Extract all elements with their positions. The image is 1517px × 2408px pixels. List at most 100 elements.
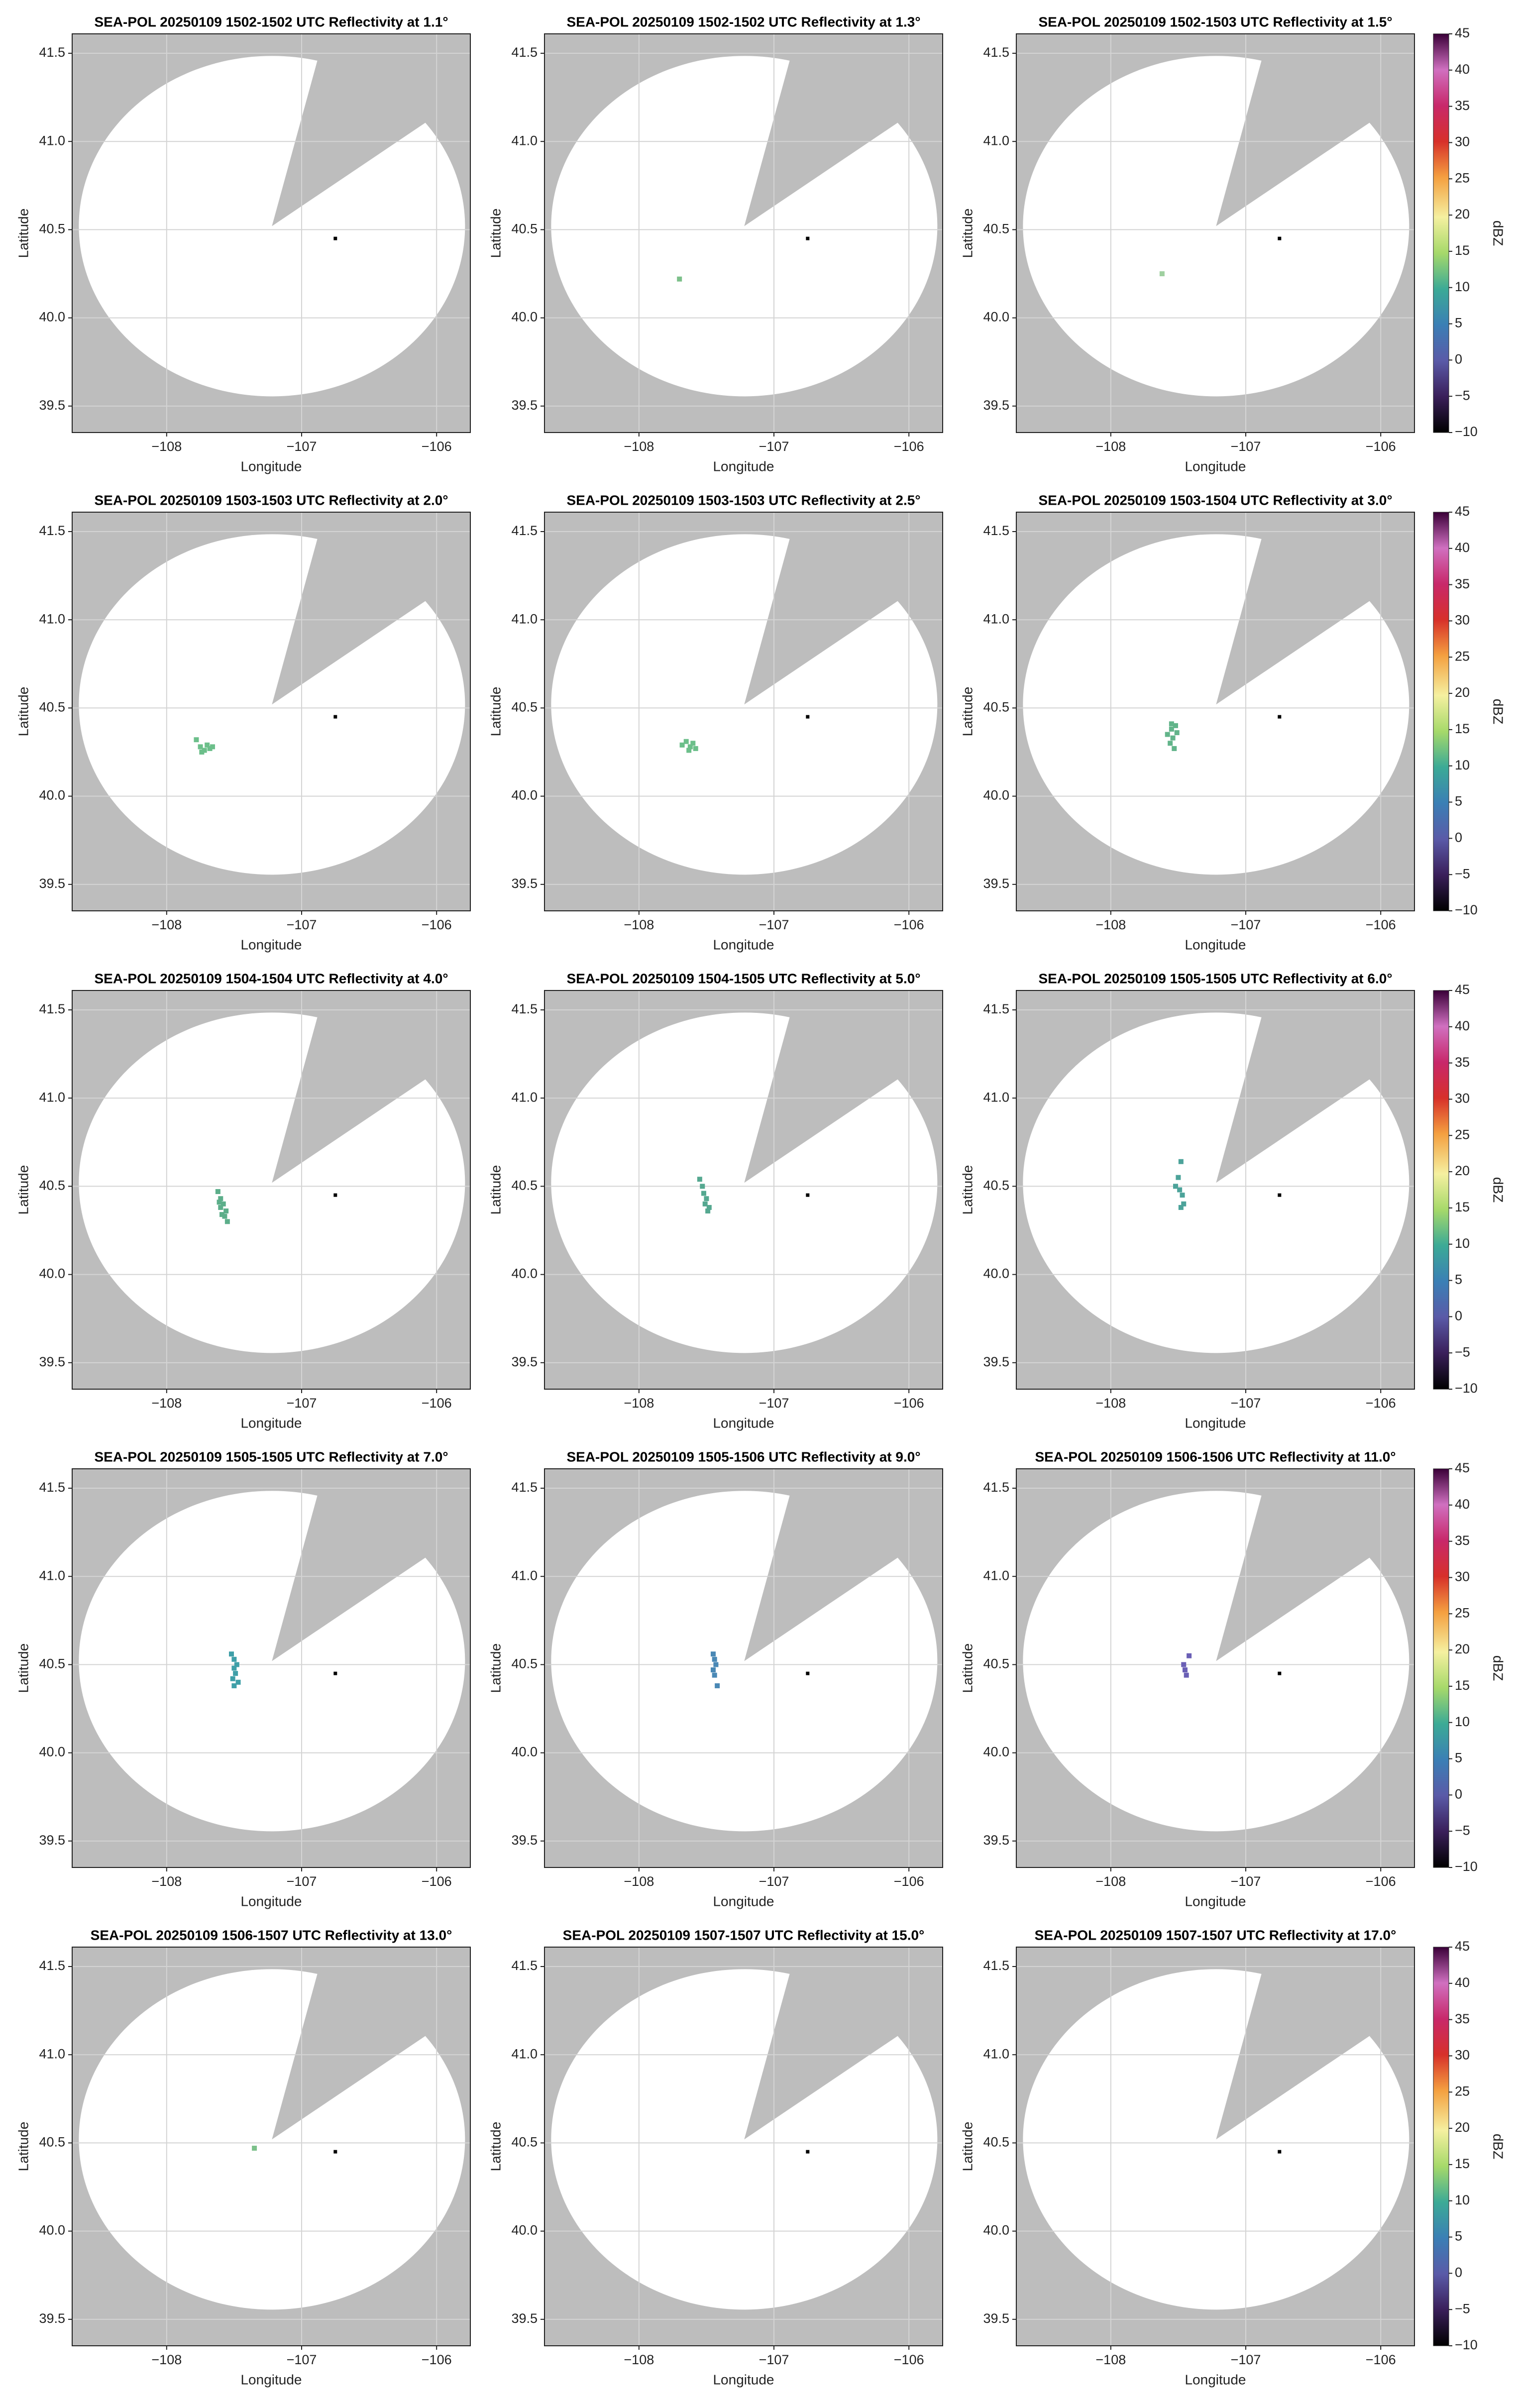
- x-tick-label: −107: [759, 917, 789, 932]
- colorbar-tick-label: 10: [1455, 1236, 1470, 1251]
- x-tick-label: −106: [1366, 1874, 1396, 1889]
- x-tick-label: −107: [287, 1874, 317, 1889]
- y-tick-label: 40.5: [511, 2135, 538, 2150]
- point: [715, 1683, 720, 1688]
- y-tick-label: 40.5: [39, 700, 65, 715]
- x-tick-label: −107: [759, 2352, 789, 2367]
- y-tick-label: 40.0: [39, 1266, 65, 1281]
- y-tick-label: 40.0: [511, 2223, 538, 2238]
- colorbar-tick-label: 10: [1455, 758, 1470, 772]
- chart-title: SEA-POL 20250109 1505-1506 UTC Reflectiv…: [566, 1449, 920, 1464]
- point: [218, 1196, 223, 1202]
- y-axis-label: Latitude: [15, 209, 31, 258]
- x-tick-label: −108: [1095, 1396, 1126, 1411]
- point: [704, 1196, 709, 1202]
- y-tick-label: 39.5: [511, 876, 538, 891]
- point: [235, 1679, 241, 1685]
- colorbar-tick-label: 45: [1455, 1939, 1470, 1954]
- point: [1278, 1671, 1282, 1675]
- y-tick-label: 41.5: [39, 1001, 65, 1016]
- y-axis-label: Latitude: [15, 1165, 31, 1215]
- x-tick-label: −106: [1366, 2352, 1396, 2367]
- point: [198, 744, 203, 750]
- x-tick-label: −106: [1366, 1396, 1396, 1411]
- y-axis-label: Latitude: [960, 687, 975, 737]
- x-axis-label: Longitude: [713, 1893, 774, 1909]
- panel: −108 −107 −106 39.5 40.0 40.5 41.0 41.5 SEA-POL …: [960, 14, 1506, 474]
- x-tick-label: −107: [759, 1396, 789, 1411]
- point: [220, 1201, 226, 1206]
- y-tick-label: 41.0: [511, 133, 538, 148]
- colorbar-tick-label: 20: [1455, 2120, 1470, 2135]
- point: [712, 1656, 717, 1662]
- colorbar-tick-label: −5: [1455, 388, 1470, 403]
- axes-frame: [1016, 1468, 1415, 1868]
- colorbar-tick-label: 0: [1455, 351, 1462, 366]
- y-tick-label: 41.5: [39, 1480, 65, 1495]
- y-tick-label: 40.0: [511, 310, 538, 325]
- point: [1170, 735, 1176, 741]
- point: [207, 746, 213, 751]
- x-tick-label: −108: [624, 1396, 654, 1411]
- point: [706, 1204, 712, 1210]
- point: [1182, 1667, 1188, 1673]
- y-tick-label: 41.5: [983, 523, 1009, 538]
- point: [693, 746, 698, 751]
- x-tick-label: −106: [894, 439, 924, 454]
- x-tick-label: −108: [151, 2352, 182, 2367]
- axes-frame: [1016, 33, 1415, 433]
- point: [1278, 2150, 1282, 2154]
- x-tick-label: −107: [287, 1396, 317, 1411]
- y-tick-label: 40.0: [983, 788, 1009, 803]
- x-tick-label: −108: [1095, 917, 1126, 932]
- colorbar-tick-label: 30: [1455, 613, 1470, 628]
- y-tick-label: 40.0: [511, 788, 538, 803]
- colorbar-tick-label: 35: [1455, 2011, 1470, 2026]
- colorbar-tick-label: 10: [1455, 279, 1470, 294]
- point: [210, 744, 216, 750]
- x-axis-label: Longitude: [240, 458, 302, 474]
- colorbar-tick-label: 5: [1455, 1272, 1462, 1287]
- x-tick-label: −108: [151, 1396, 182, 1411]
- x-tick-label: −107: [1231, 917, 1261, 932]
- y-tick-label: 41.5: [983, 1958, 1009, 1973]
- y-tick-label: 40.0: [983, 1266, 1009, 1281]
- chart-title: SEA-POL 20250109 1505-1505 UTC Reflectiv…: [1038, 971, 1392, 986]
- point: [231, 1683, 237, 1688]
- colorbar-tick-label: 35: [1455, 1533, 1470, 1548]
- y-axis-label: Latitude: [488, 1165, 503, 1215]
- y-tick-label: 41.0: [983, 1568, 1009, 1583]
- point: [217, 1200, 222, 1205]
- y-tick-label: 39.5: [983, 876, 1009, 891]
- point: [333, 2150, 337, 2154]
- point: [215, 1189, 220, 1195]
- y-tick-label: 41.0: [511, 1568, 538, 1583]
- point: [806, 715, 810, 719]
- panel: −108 −107 −106 39.5 40.0 40.5 41.0 41.5 SEA-POL …: [960, 1927, 1506, 2387]
- chart-title: SEA-POL 20250109 1507-1507 UTC Reflectiv…: [563, 1927, 925, 1943]
- chart-title: SEA-POL 20250109 1503-1504 UTC Reflectiv…: [1038, 492, 1392, 508]
- x-tick-label: −106: [422, 439, 452, 454]
- y-axis-label: Latitude: [960, 1643, 975, 1693]
- colorbar-tick-label: 45: [1455, 25, 1470, 40]
- point: [194, 737, 199, 743]
- x-tick-label: −106: [1366, 917, 1396, 932]
- point: [1159, 271, 1165, 277]
- y-tick-label: 40.5: [511, 700, 538, 715]
- x-axis-label: Longitude: [713, 1415, 774, 1430]
- colorbar-tick-label: 5: [1455, 316, 1462, 330]
- axes-frame: [72, 33, 471, 433]
- y-tick-label: 41.5: [983, 45, 1009, 60]
- colorbar-tick-label: 0: [1455, 1308, 1462, 1323]
- axes-frame: [72, 990, 471, 1390]
- y-tick-label: 40.5: [983, 1656, 1009, 1671]
- point: [230, 1676, 235, 1681]
- point: [710, 1667, 716, 1673]
- point: [1181, 1662, 1187, 1667]
- y-tick-label: 39.5: [983, 398, 1009, 413]
- y-tick-label: 41.0: [983, 133, 1009, 148]
- point: [679, 742, 685, 748]
- point: [1168, 741, 1173, 746]
- chart-title: SEA-POL 20250109 1504-1505 UTC Reflectiv…: [566, 971, 920, 986]
- y-axis-label: Latitude: [960, 209, 975, 258]
